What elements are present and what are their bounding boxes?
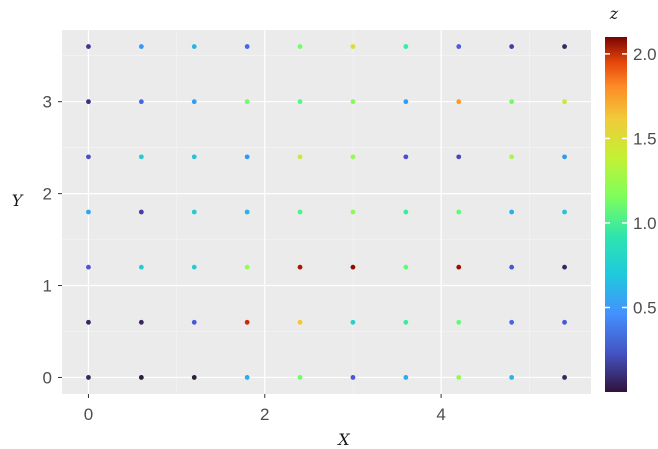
data-point [244, 209, 250, 215]
data-point [138, 319, 144, 325]
data-point [244, 99, 250, 105]
data-point [191, 319, 197, 325]
data-point [297, 154, 303, 160]
colorbar-tick-label: 1.0 [633, 214, 657, 233]
data-point [244, 154, 250, 160]
data-point [456, 375, 462, 380]
data-point [138, 209, 144, 215]
data-point [191, 99, 197, 105]
data-point [138, 99, 144, 105]
data-point [86, 99, 91, 105]
data-point [138, 154, 144, 160]
data-point [562, 375, 567, 380]
data-point [191, 154, 197, 160]
data-point [191, 209, 197, 215]
data-point [86, 209, 91, 215]
data-point [297, 209, 303, 215]
plot-panel [62, 30, 591, 394]
colorbar-ticks: 0.5 1.0 1.5 2.0 [605, 45, 657, 317]
data-point [297, 99, 303, 105]
y-tick-label: 3 [43, 93, 52, 112]
data-point [403, 264, 409, 270]
x-tick-label: 4 [436, 405, 445, 424]
data-point [86, 44, 91, 49]
data-point [297, 375, 303, 380]
data-point [562, 319, 567, 325]
data-point [350, 99, 356, 105]
data-point [562, 264, 567, 270]
colorbar-tick-label: 0.5 [633, 298, 657, 317]
data-point [244, 264, 250, 270]
data-point [562, 99, 567, 105]
data-point [562, 44, 567, 49]
data-point [456, 154, 462, 160]
data-point [191, 44, 197, 49]
data-point [403, 375, 409, 380]
data-point [297, 319, 303, 325]
colorbar: z 0.5 1.0 1.5 2.0 [605, 4, 657, 392]
data-point [509, 154, 515, 160]
data-point [138, 44, 144, 49]
x-tick-label: 0 [84, 405, 93, 424]
data-point [350, 319, 356, 325]
y-axis-title: Y [12, 191, 24, 210]
data-point [562, 154, 567, 160]
data-point [509, 209, 515, 215]
data-point [456, 319, 462, 325]
data-point [191, 375, 197, 380]
data-point [350, 209, 356, 215]
data-point [456, 264, 462, 270]
data-point [456, 99, 462, 105]
data-point [350, 264, 356, 270]
data-point [509, 44, 515, 49]
data-point [138, 264, 144, 270]
data-point [509, 375, 515, 380]
data-point [244, 44, 250, 49]
data-point [86, 154, 91, 160]
data-point [350, 375, 356, 380]
x-axis: 0 2 4 [84, 394, 446, 424]
x-tick-label: 2 [260, 405, 269, 424]
data-point [86, 264, 91, 270]
y-tick-label: 0 [43, 368, 52, 387]
data-point [456, 209, 462, 215]
colorbar-gradient [605, 37, 627, 392]
data-point [297, 264, 303, 270]
y-tick-label: 2 [43, 185, 52, 204]
scatter-points [86, 44, 567, 380]
y-tick-label: 1 [43, 277, 52, 296]
y-axis: 0 1 2 3 [43, 93, 62, 387]
data-point [244, 375, 250, 380]
colorbar-tick-label: 1.5 [633, 129, 657, 148]
data-point [509, 264, 515, 270]
data-point [403, 209, 409, 215]
data-point [403, 154, 409, 160]
data-point [350, 44, 356, 49]
data-point [509, 99, 515, 105]
data-point [403, 99, 409, 105]
data-point [297, 44, 303, 49]
colorbar-title: z [609, 4, 619, 23]
data-point [562, 209, 567, 215]
colorbar-tick-label: 2.0 [633, 45, 657, 64]
data-point [509, 319, 515, 325]
data-point [403, 319, 409, 325]
data-point [244, 319, 250, 325]
data-point [86, 375, 91, 380]
x-axis-title: X [336, 430, 350, 449]
data-point [350, 154, 356, 160]
data-point [403, 44, 409, 49]
data-point [86, 319, 91, 325]
data-point [456, 44, 462, 49]
data-point [138, 375, 144, 380]
data-point [191, 264, 197, 270]
grid-major [62, 30, 591, 394]
